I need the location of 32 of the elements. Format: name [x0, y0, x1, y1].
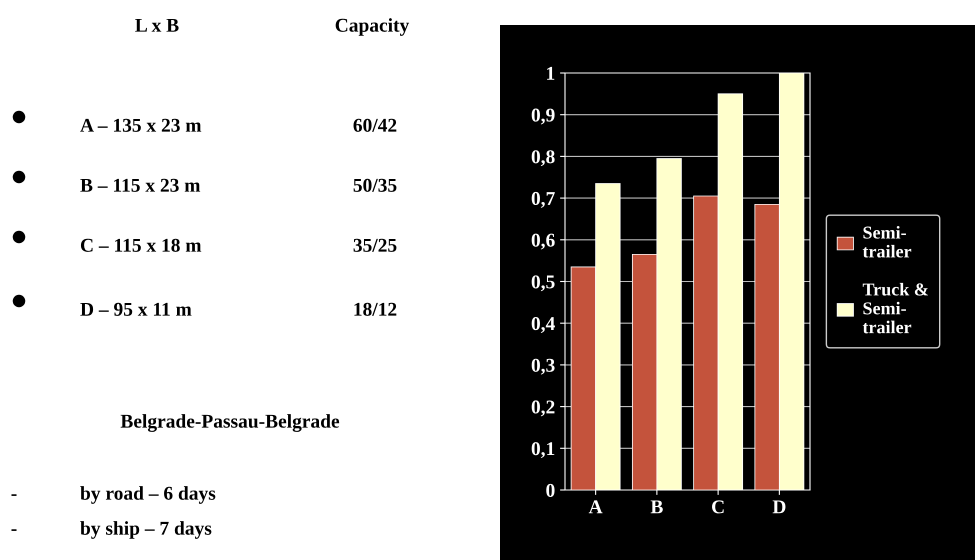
x-tick-label: D: [772, 500, 786, 514]
y-tick-label: 0: [546, 484, 555, 497]
y-tick-label: 0,5: [532, 275, 555, 292]
text: 60/42: [354, 118, 396, 132]
text: L x B: [135, 18, 179, 32]
text: D – 95 x 11 m: [80, 302, 192, 316]
text: 50/35: [354, 178, 396, 192]
text: C – 115 x 18 m: [80, 238, 202, 252]
text: Capacity: [336, 18, 410, 36]
y-tick-label: 0,8: [532, 150, 555, 166]
text: by road – 6 days: [80, 486, 216, 504]
text: A – 135 x 23 m: [80, 118, 202, 132]
y-tick-label: 0,6: [532, 234, 555, 250]
x-tick-label: A: [588, 500, 603, 514]
text: -: [11, 494, 17, 496]
x-tick-label: C: [712, 500, 724, 514]
text: 18/12: [354, 302, 396, 316]
y-tick-label: 0,7: [532, 192, 555, 208]
text: by ship – 7 days: [80, 521, 212, 539]
y-tick-label: 0,9: [532, 108, 555, 124]
y-tick-label: 0,2: [532, 400, 554, 416]
text: 35/25: [354, 238, 396, 252]
y-tick-label: 0,3: [532, 358, 555, 375]
y-tick-label: 0,1: [532, 442, 554, 458]
legend-label: Semi-trailer: [862, 226, 912, 258]
text: -: [11, 529, 17, 531]
legend-label: Truck & Semi-trailer: [862, 282, 928, 334]
y-tick-label: 1: [547, 66, 554, 80]
text: B – 115 x 23 m: [80, 178, 200, 192]
x-tick-label: B: [650, 500, 663, 514]
text: Belgrade-Passau-Belgrade: [120, 414, 340, 432]
y-tick-label: 0,4: [532, 317, 555, 333]
